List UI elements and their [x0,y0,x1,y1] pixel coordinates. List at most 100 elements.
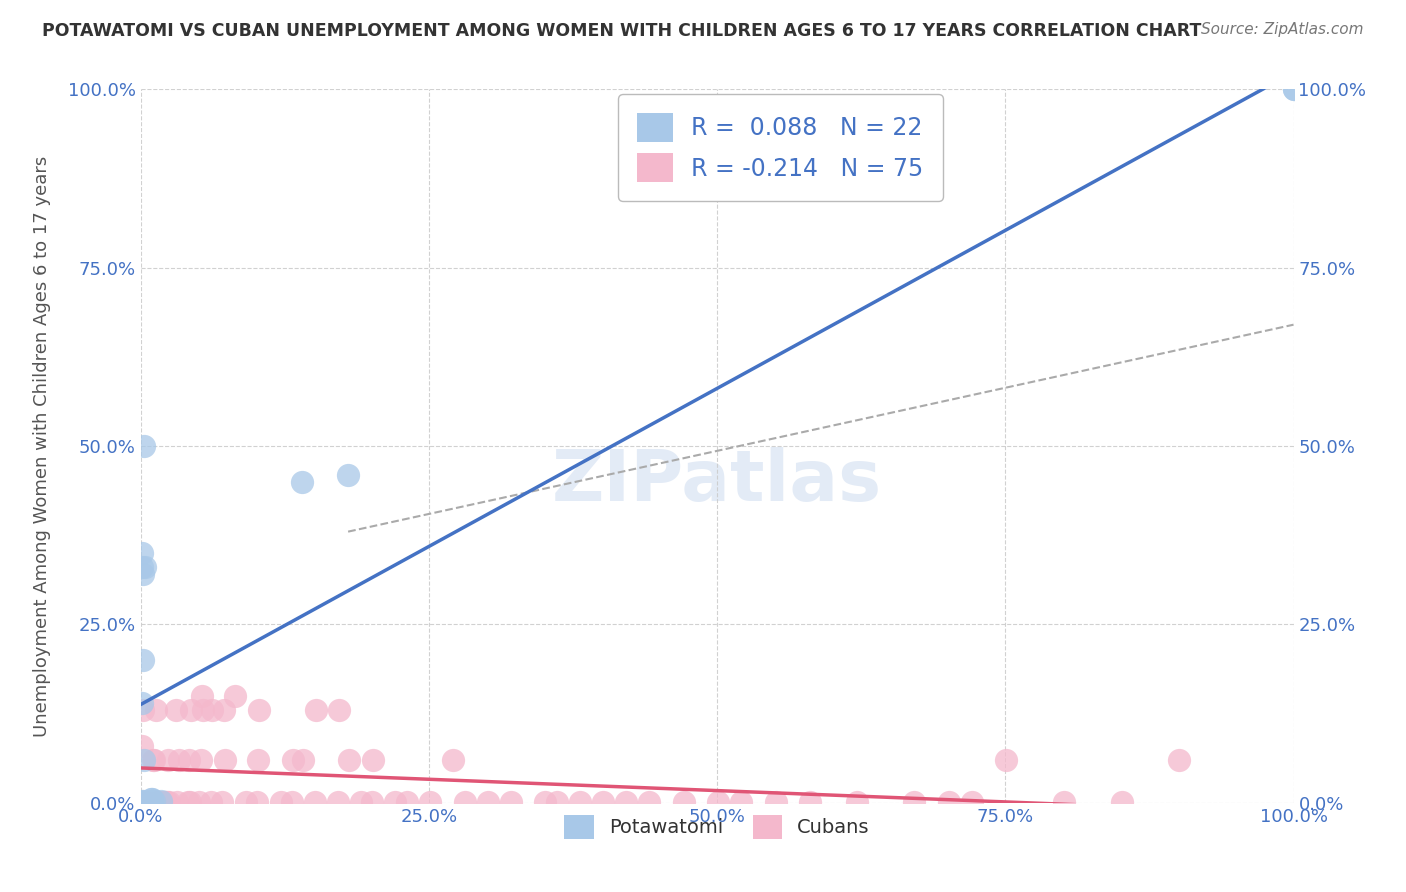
Point [190,689,212,703]
Point [247,753,270,767]
Point [131,795,153,809]
Point [141,794,163,808]
Point [614,795,637,809]
Point [568,795,591,809]
Point [146,795,169,809]
Point [145,703,167,717]
Point [132,753,155,767]
Point [134,795,156,809]
Point [224,689,246,703]
Point [201,703,224,717]
Point [166,795,188,809]
Point [337,753,360,767]
Point [1053,795,1076,809]
Point [995,753,1018,767]
Y-axis label: Unemployment Among Women with Children Ages 6 to 17 years: Unemployment Among Women with Children A… [34,155,51,737]
Point [1282,82,1305,96]
Point [350,795,373,809]
Point [180,703,202,717]
Point [135,795,157,809]
Point [291,475,314,489]
Point [546,795,568,809]
Point [477,795,499,809]
Point [131,546,153,560]
Point [1168,753,1191,767]
Point [153,795,176,809]
Point [361,795,384,809]
Text: Source: ZipAtlas.com: Source: ZipAtlas.com [1201,22,1364,37]
Point [159,795,180,809]
Point [281,753,304,767]
Point [235,795,257,809]
Point [156,795,179,809]
Point [132,653,155,667]
Point [395,795,418,809]
Point [305,703,328,717]
Point [799,795,821,809]
Point [247,703,270,717]
Text: POTAWATOMI VS CUBAN UNEMPLOYMENT AMONG WOMEN WITH CHILDREN AGES 6 TO 17 YEARS CO: POTAWATOMI VS CUBAN UNEMPLOYMENT AMONG W… [42,22,1202,40]
Point [363,753,385,767]
Point [638,795,661,809]
Point [214,753,236,767]
Point [845,795,868,809]
Point [131,560,153,574]
Point [188,795,211,809]
Point [326,795,349,809]
Point [337,467,360,482]
Point [1111,795,1133,809]
Text: ZIPatlas: ZIPatlas [553,447,882,516]
Point [453,795,475,809]
Point [132,794,155,808]
Point [157,753,180,767]
Point [212,703,235,717]
Point [292,753,315,767]
Point [328,703,350,717]
Point [179,795,201,809]
Point [139,792,162,806]
Point [132,567,155,582]
Point [270,795,292,809]
Point [134,560,156,574]
Point [131,696,153,710]
Point [903,795,925,809]
Point [131,794,153,808]
Point [499,795,522,809]
Point [765,795,787,809]
Point [190,753,212,767]
Point [145,795,167,809]
Point [200,795,222,809]
Point [534,795,557,809]
Point [672,795,695,809]
Point [177,795,200,809]
Point [304,795,326,809]
Point [177,753,200,767]
Point [441,753,464,767]
Point [419,795,441,809]
Point [960,795,983,809]
Point [148,795,170,809]
Point [246,795,269,809]
Point [132,795,155,809]
Legend: Potawatomi, Cubans: Potawatomi, Cubans [557,807,877,847]
Point [155,795,177,809]
Point [131,739,153,753]
Point [280,795,302,809]
Point [211,795,233,809]
Point [132,703,155,717]
Point [1282,82,1305,96]
Point [167,753,190,767]
Point [592,795,614,809]
Point [142,753,165,767]
Point [730,795,752,809]
Point [132,439,155,453]
Point [143,753,166,767]
Point [141,792,163,806]
Point [384,795,406,809]
Point [707,795,730,809]
Point [165,703,187,717]
Point [150,794,173,808]
Point [132,795,155,809]
Point [191,703,214,717]
Point [143,794,166,808]
